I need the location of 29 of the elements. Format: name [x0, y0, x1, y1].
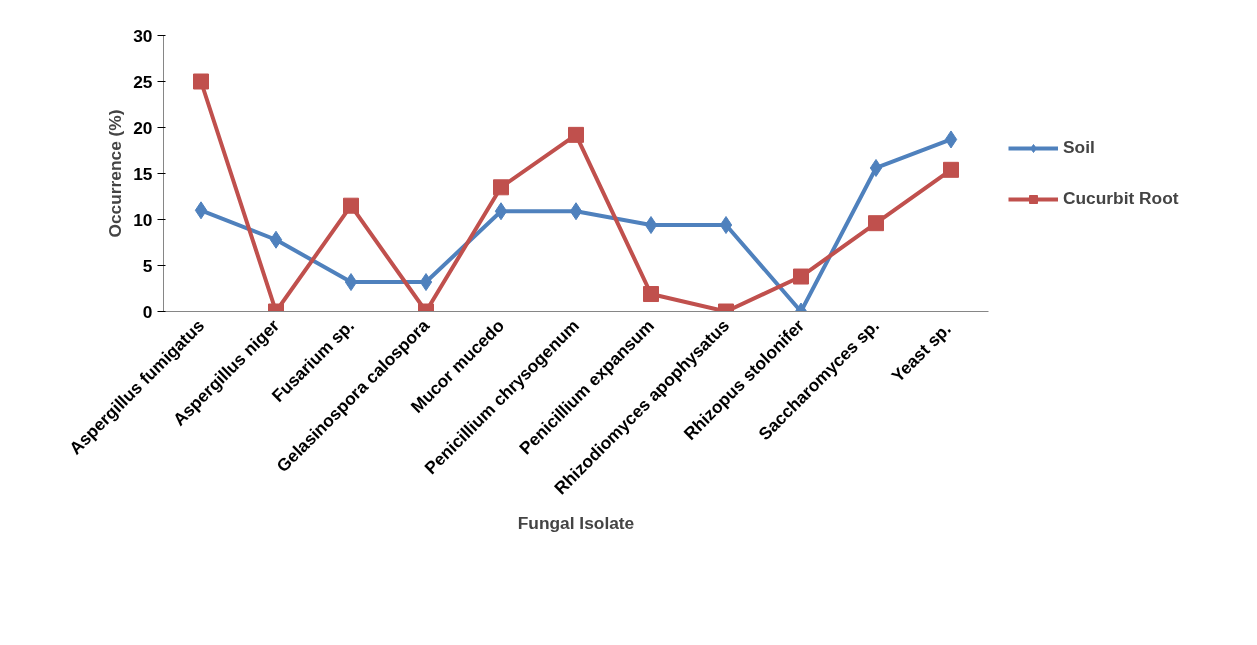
y-tick-label: 5: [142, 255, 153, 276]
point: [193, 73, 209, 90]
point: [944, 130, 958, 149]
point: [869, 158, 883, 177]
point: [493, 179, 509, 196]
legend-label: Cucurbit Root: [1063, 188, 1179, 209]
y-tick-label: 30: [133, 25, 153, 46]
point: [793, 268, 809, 285]
point: [644, 216, 658, 235]
y-tick-label: 10: [133, 209, 153, 230]
legend-label: Soil: [1063, 137, 1095, 158]
point: [568, 126, 584, 143]
y-tick-label: 25: [133, 71, 153, 92]
point: [194, 201, 208, 220]
y-tick-label: 15: [133, 163, 153, 184]
point: [643, 286, 659, 303]
point: [344, 273, 358, 292]
point: [269, 230, 283, 249]
x-axis-title: Fungal Isolate: [517, 513, 635, 534]
point: [569, 202, 583, 221]
point: [943, 161, 959, 178]
point: [419, 273, 433, 292]
y-tick-label: 0: [142, 301, 153, 322]
y-axis-title: Occurrence (%): [105, 109, 126, 238]
point: [868, 215, 884, 232]
point: [343, 197, 359, 214]
point: [494, 202, 508, 221]
y-tick-label: 20: [133, 117, 153, 138]
point: [719, 216, 733, 235]
